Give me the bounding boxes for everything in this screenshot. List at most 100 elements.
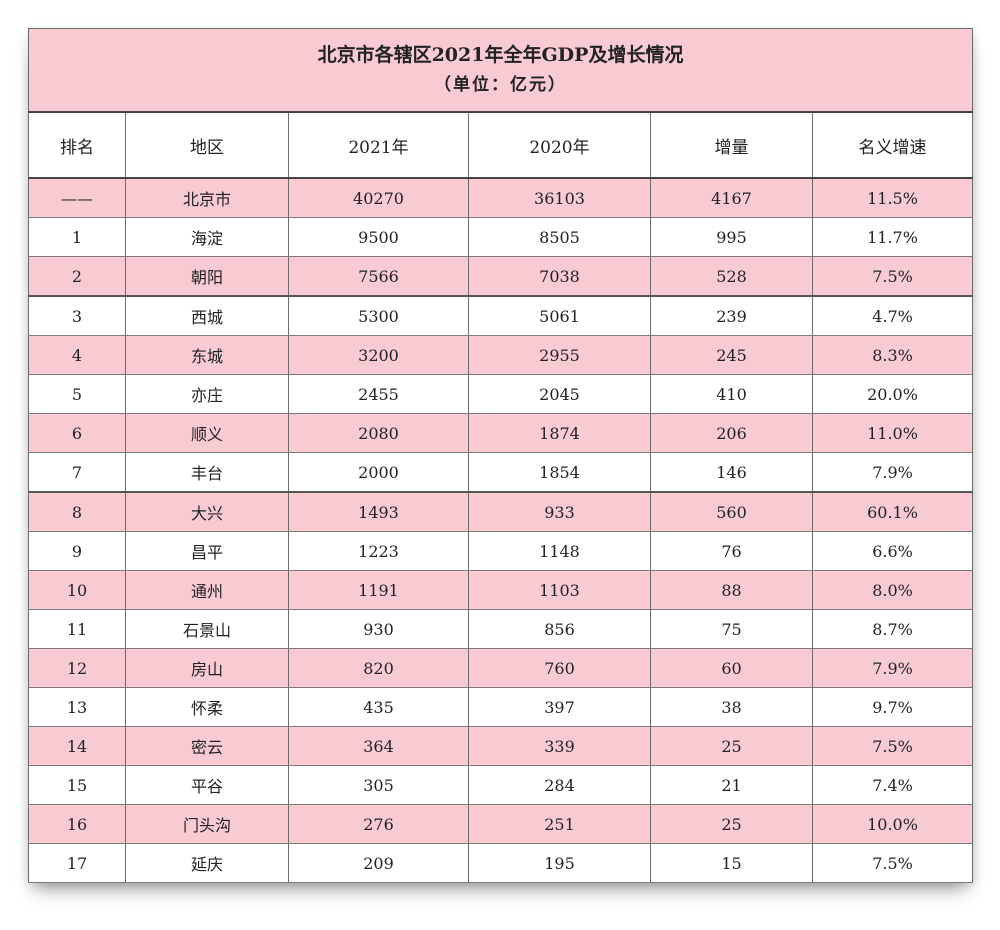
gdp-2021-cell: 305 <box>288 765 469 805</box>
gdp-2020-cell: 397 <box>468 687 651 727</box>
growth-rate-cell: 7.9% <box>811 452 974 493</box>
growth-rate-cell: 6.6% <box>811 531 974 571</box>
gdp-2020-cell: 1874 <box>468 413 651 453</box>
district-cell: 大兴 <box>125 491 289 532</box>
rank-cell: 8 <box>28 491 126 532</box>
table-row: 6 顺义 2080 1874 206 11.0% <box>28 413 974 453</box>
district-cell: 海淀 <box>125 217 289 257</box>
rank-cell: —— <box>28 177 126 218</box>
increase-cell: 75 <box>650 609 813 649</box>
table-row: 11 石景山 930 856 75 8.7% <box>28 609 974 649</box>
gdp-2021-cell: 276 <box>288 804 469 844</box>
district-cell: 密云 <box>125 726 289 766</box>
table-row: 14 密云 364 339 25 7.5% <box>28 726 974 766</box>
district-cell: 丰台 <box>125 452 289 493</box>
district-cell: 石景山 <box>125 609 289 649</box>
district-cell: 顺义 <box>125 413 289 453</box>
increase-cell: 995 <box>650 217 813 257</box>
gdp-2020-cell: 5061 <box>468 295 651 336</box>
gdp-2020-cell: 284 <box>468 765 651 805</box>
growth-rate-cell: 7.5% <box>811 256 974 297</box>
increase-cell: 60 <box>650 648 813 688</box>
increase-cell: 25 <box>650 804 813 844</box>
growth-rate-cell: 7.4% <box>811 765 974 805</box>
rank-cell: 2 <box>28 256 126 297</box>
table-row: —— 北京市 40270 36103 4167 11.5% <box>28 177 974 218</box>
increase-cell: 38 <box>650 687 813 727</box>
district-cell: 平谷 <box>125 765 289 805</box>
rank-cell: 4 <box>28 335 126 375</box>
increase-cell: 15 <box>650 843 813 883</box>
increase-cell: 245 <box>650 335 813 375</box>
table-row: 9 昌平 1223 1148 76 6.6% <box>28 531 974 571</box>
gdp-2021-cell: 3200 <box>288 335 469 375</box>
header-2020: 2020年 <box>468 111 651 179</box>
gdp-table-sheet: 北京市各辖区2021年全年GDP及增长情况 （单位：亿元） 排名 地区 2021… <box>27 28 974 883</box>
rank-cell: 5 <box>28 374 126 414</box>
district-cell: 亦庄 <box>125 374 289 414</box>
gdp-2021-cell: 435 <box>288 687 469 727</box>
increase-cell: 206 <box>650 413 813 453</box>
growth-rate-cell: 7.5% <box>811 726 974 766</box>
gdp-2020-cell: 2955 <box>468 335 651 375</box>
gdp-2020-cell: 7038 <box>468 256 651 297</box>
gdp-2021-cell: 2455 <box>288 374 469 414</box>
district-cell: 通州 <box>125 570 289 610</box>
gdp-2020-cell: 339 <box>468 726 651 766</box>
increase-cell: 21 <box>650 765 813 805</box>
district-cell: 延庆 <box>125 843 289 883</box>
rank-cell: 17 <box>28 843 126 883</box>
growth-rate-cell: 4.7% <box>811 295 974 336</box>
gdp-2021-cell: 2080 <box>288 413 469 453</box>
table-row: 16 门头沟 276 251 25 10.0% <box>28 804 974 844</box>
gdp-2021-cell: 5300 <box>288 295 469 336</box>
table-row: 3 西城 5300 5061 239 4.7% <box>28 295 974 336</box>
gdp-2020-cell: 36103 <box>468 177 651 218</box>
table-title-row: 北京市各辖区2021年全年GDP及增长情况 （单位：亿元） <box>27 28 974 113</box>
growth-rate-cell: 11.5% <box>811 177 974 218</box>
district-cell: 怀柔 <box>125 687 289 727</box>
header-increase: 增量 <box>650 111 813 179</box>
growth-rate-cell: 20.0% <box>811 374 974 414</box>
table-row: 12 房山 820 760 60 7.9% <box>28 648 974 688</box>
growth-rate-cell: 8.3% <box>811 335 974 375</box>
district-cell: 东城 <box>125 335 289 375</box>
rank-cell: 12 <box>28 648 126 688</box>
table-row: 15 平谷 305 284 21 7.4% <box>28 765 974 805</box>
gdp-2020-cell: 195 <box>468 843 651 883</box>
rank-cell: 9 <box>28 531 126 571</box>
district-cell: 门头沟 <box>125 804 289 844</box>
table-row: 1 海淀 9500 8505 995 11.7% <box>28 217 974 257</box>
table-row: 10 通州 1191 1103 88 8.0% <box>28 570 974 610</box>
growth-rate-cell: 8.7% <box>811 609 974 649</box>
growth-rate-cell: 8.0% <box>811 570 974 610</box>
gdp-2020-cell: 760 <box>468 648 651 688</box>
table-row: 13 怀柔 435 397 38 9.7% <box>28 687 974 727</box>
rank-cell: 3 <box>28 295 126 336</box>
rank-cell: 10 <box>28 570 126 610</box>
rank-cell: 15 <box>28 765 126 805</box>
increase-cell: 560 <box>650 491 813 532</box>
increase-cell: 25 <box>650 726 813 766</box>
increase-cell: 239 <box>650 295 813 336</box>
growth-rate-cell: 10.0% <box>811 804 974 844</box>
rank-cell: 14 <box>28 726 126 766</box>
table-row: 4 东城 3200 2955 245 8.3% <box>28 335 974 375</box>
growth-rate-cell: 11.0% <box>811 413 974 453</box>
gdp-2020-cell: 8505 <box>468 217 651 257</box>
increase-cell: 528 <box>650 256 813 297</box>
gdp-2021-cell: 1493 <box>288 491 469 532</box>
growth-rate-cell: 7.5% <box>811 843 974 883</box>
growth-rate-cell: 7.9% <box>811 648 974 688</box>
gdp-2020-cell: 251 <box>468 804 651 844</box>
growth-rate-cell: 11.7% <box>811 217 974 257</box>
increase-cell: 410 <box>650 374 813 414</box>
increase-cell: 146 <box>650 452 813 493</box>
growth-rate-cell: 9.7% <box>811 687 974 727</box>
table-subtitle: （单位：亿元） <box>434 75 568 95</box>
header-rank: 排名 <box>28 111 126 179</box>
district-cell: 北京市 <box>125 177 289 218</box>
gdp-2020-cell: 856 <box>468 609 651 649</box>
table-row: 7 丰台 2000 1854 146 7.9% <box>28 452 974 493</box>
gdp-2021-cell: 820 <box>288 648 469 688</box>
